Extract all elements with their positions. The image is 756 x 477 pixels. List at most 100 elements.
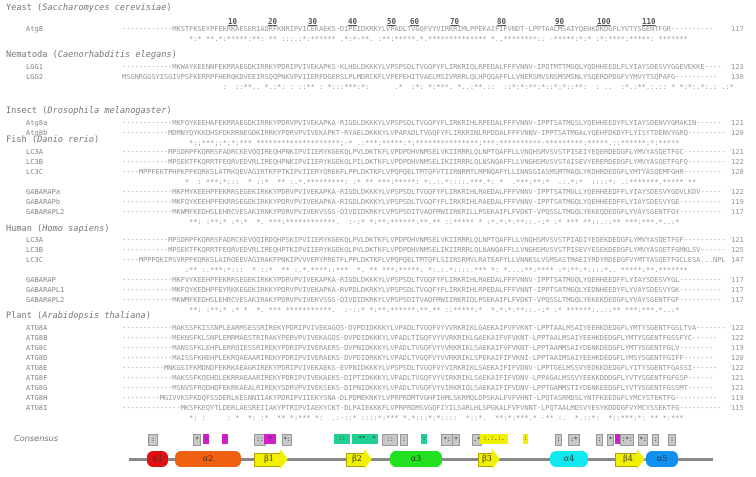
sequence-residues: ------------MKFQYKEEHAFEKRRAEGDKIRRKYPDR… [122, 118, 722, 127]
ruler-tick: 50 [387, 17, 397, 26]
sequence-residues: ------------MANSSFKLEHPLERRQIESSRIREKYPD… [122, 343, 713, 352]
consensus-mark: :: [334, 434, 350, 444]
sequence-name: LGG2 [26, 72, 44, 81]
ruler-tick: 90 [555, 17, 565, 26]
conservation-symbols: **: :**:* :* * *. *** ***********. :-::*… [122, 305, 680, 314]
ruler-tick: 70 [450, 17, 460, 26]
consensus-mark: * [452, 434, 460, 446]
consensus-mark: : [148, 434, 158, 446]
sequence-name: Atg8 [26, 24, 44, 33]
sequence-residues: -----------MPSDRPFKQRRSFADRCKEVQQIREQHPN… [122, 147, 726, 156]
beta-strand-arrow: β3 [478, 449, 500, 469]
consensus-mark: :* [568, 434, 580, 446]
sequence-length: 117 [731, 207, 744, 216]
consensus-mark: : [222, 434, 228, 444]
consensus-mark: : [203, 434, 209, 444]
consensus-mark: ** [352, 434, 372, 444]
sequence-length: 121 [731, 235, 744, 244]
sequence-name: LC3B [26, 245, 44, 254]
sequence-length: 119 [731, 393, 744, 402]
sequence-name: ATG8H [26, 393, 48, 402]
conservation-symbols: * : ***:*::: * ::* ** :.*.*********: :* … [122, 177, 697, 186]
sequence-length: 122 [731, 157, 744, 166]
sequence-residues: ------------MKFVYKEEHPFEKRRSEGEKIRKKYPDR… [122, 275, 722, 284]
consensus-mark: : [668, 434, 676, 446]
consensus-mark: : [596, 434, 603, 446]
sequence-length: 121 [731, 147, 744, 156]
sequence-residues: ------------MKWMFKEDHSLEHRCVESAKIRAKYPDR… [122, 295, 722, 304]
consensus-mark: : [652, 434, 659, 446]
sequence-length: 117 [731, 275, 744, 284]
sequence-length: 121 [731, 383, 744, 392]
consensus-mark: . [615, 434, 620, 444]
sequence-residues: ------------MSNVSFRQDHDFEKRKAEALRIREKYSD… [122, 383, 713, 392]
sequence-name: ATG8E [26, 363, 48, 372]
consensus-mark: * [264, 434, 276, 444]
ruler-tick: 100 [597, 17, 611, 26]
sequence-residues: ----------MNKGSIFKMDNDFEKRKAEAGRIREKYPDR… [122, 363, 718, 372]
sequence-residues: ----MPPFEKTPHPKPFKQRKSLATRKQEVAGIRTKFPTK… [122, 167, 722, 176]
helix-9: α5 [646, 451, 678, 467]
sequence-name: GABARAPL2 [26, 207, 65, 216]
sequence-residues: --------------MKSFKEQYTLDERLAESREIIAKYPT… [122, 403, 722, 412]
sequence-length: 130 [731, 72, 744, 81]
group-header-fish: Fish (Danio rerio) [6, 135, 100, 145]
sequence-residues: -----------MDMNYQYKKDHSFDKRRNEGDKIRRKYPD… [122, 128, 726, 137]
sequence-name: Atg8b [26, 128, 48, 137]
sequence-name: ATG8F [26, 373, 48, 382]
sequence-residues: ------------MKFQYKEEHPFEKRRSEGEKIRKKYPDR… [122, 197, 722, 206]
ruler-tick: 20 [268, 17, 278, 26]
sequence-length: 147 [731, 255, 744, 264]
sequence-name: LC3C [26, 255, 44, 264]
group-header-human: Human (Homo sapiens) [6, 224, 110, 234]
sequence-name: GABARAPL2 [26, 295, 65, 304]
consensus-mark: :.:.:. [480, 434, 508, 444]
conservation-symbols: *: : : * *: :* ** *:*** *: .:-::* ::::*:… [122, 413, 684, 422]
sequence-name: ATG8B [26, 333, 48, 342]
beta-strand-arrow: β1 [254, 449, 288, 469]
sequence-residues: ------------MKFQYKEDHPFEYRKKEGEKIRKKYPDR… [122, 285, 722, 294]
sequence-length: 121 [731, 373, 744, 382]
group-header-plant: Plant (Arabidopsis thaliana) [6, 311, 151, 321]
sequence-name: Atg8a [26, 118, 48, 127]
sequence-length: 122 [731, 323, 744, 332]
sequence-length: 122 [731, 333, 744, 342]
group-header-insect: Insect (Drosophila melanogaster) [6, 106, 172, 116]
sequence-name: LC3B [26, 157, 44, 166]
consensus-label: Consensus [14, 433, 59, 443]
sequence-name: GABARAPL1 [26, 285, 65, 294]
consensus-mark: :: [382, 434, 398, 446]
consensus-mark: * [193, 434, 201, 446]
sequence-name: ATG8A [26, 323, 48, 332]
sequence-length: 120 [731, 353, 744, 362]
ruler-tick: 110 [642, 17, 656, 26]
conservation-symbols: *:;***;:*;*:*** ********************;-* … [122, 138, 680, 147]
sequence-length: 119 [731, 197, 744, 206]
sequence-name: LGG1 [26, 62, 44, 71]
consensus-mark: * [607, 434, 614, 446]
sequence-length: 123 [731, 62, 744, 71]
beta-strand-arrow: β2 [346, 449, 372, 469]
arrow-head-icon [637, 449, 645, 469]
strand-label: β4 [623, 454, 633, 463]
sequence-residues: ------------MKWAYKEENNFEKRRAEGDKIRRKYPDR… [122, 62, 722, 71]
consensus-mark: *: [441, 434, 453, 446]
sequence-residues: -----------MPSEKTFKQRRTFEQRVEDVRLIREQHPT… [122, 245, 726, 254]
beta-strand-arrow: β4 [615, 449, 645, 469]
consensus-mark: : [555, 434, 562, 446]
strand-label: β1 [264, 454, 274, 463]
conservation-symbols: *:* **.*:*****:**: ** :::.:*:****** .*:*… [122, 34, 688, 43]
ruler-tick: 40 [348, 17, 358, 26]
sequence-residues: -----------MPSDRPFKQRRSFADRCKEVQQIRDQHPS… [122, 235, 726, 244]
sequence-length: 120 [731, 128, 744, 137]
sequence-residues: ------------MAISSFKHEHPLEKRQAEAARIREKYPD… [122, 353, 713, 362]
ruler-tick: 80 [497, 17, 507, 26]
arrow-head-icon [280, 449, 288, 469]
consensus-mark: * [370, 434, 378, 444]
conservation-symbols: **: :**:* :*:* *. ***:************. :-:*… [122, 217, 680, 226]
consensus-mark: :*: [620, 434, 634, 446]
sequence-residues: ------------MKSTFKSEYPFEKRKAESERIADRFKNR… [122, 24, 713, 33]
sequence-name: LC3C [26, 167, 44, 176]
sequence-residues: ------------MEKNSFKLSNPLEMRMAESTRIRAKYPE… [122, 333, 718, 342]
sequence-residues: MSGNRGGSYISGIVPSFKERRPFHERQKDVEEIRSQQPNK… [122, 72, 718, 81]
